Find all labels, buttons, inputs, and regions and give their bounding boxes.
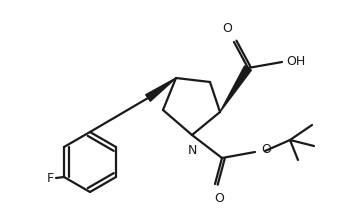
Polygon shape — [220, 66, 252, 112]
Text: O: O — [222, 22, 232, 35]
Text: F: F — [47, 172, 54, 185]
Text: N: N — [187, 144, 197, 157]
Text: OH: OH — [286, 55, 305, 68]
Text: O: O — [214, 192, 224, 205]
Text: O: O — [261, 143, 271, 156]
Polygon shape — [146, 78, 176, 101]
